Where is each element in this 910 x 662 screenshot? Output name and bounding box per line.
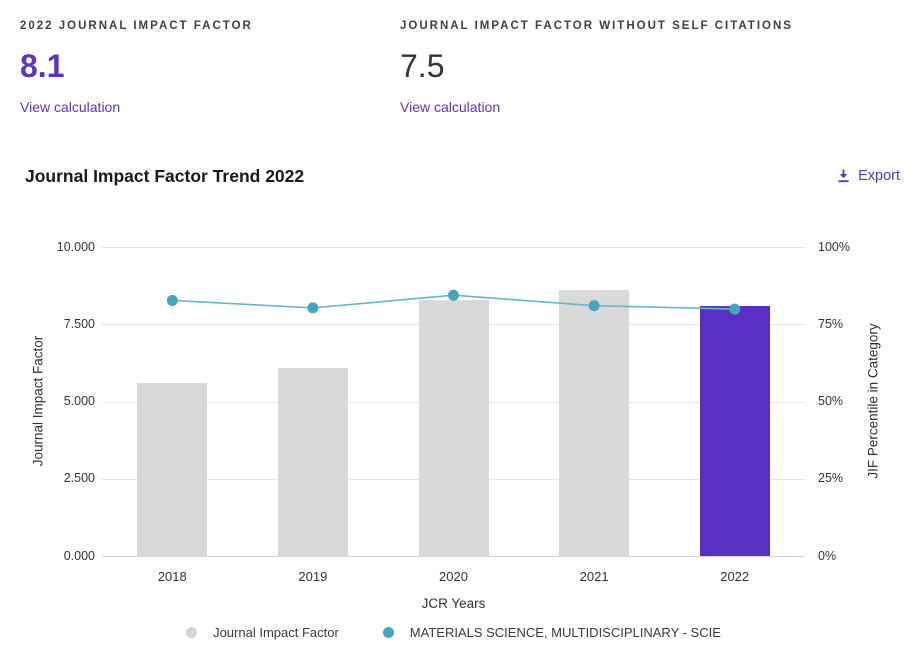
download-icon xyxy=(837,169,850,183)
stat-label: 2022 JOURNAL IMPACT FACTOR xyxy=(20,20,253,32)
right-axis-tick-label: 100% xyxy=(818,239,850,254)
export-button[interactable]: Export xyxy=(837,168,900,184)
legend-dot-gray xyxy=(186,627,198,638)
stat-value-jif: 8.1 xyxy=(20,48,65,84)
export-label: Export xyxy=(858,168,900,184)
stat-label: JOURNAL IMPACT FACTOR WITHOUT SELF CITAT… xyxy=(400,20,793,32)
stat-jif-without-self-citations: JOURNAL IMPACT FACTOR WITHOUT SELF CITAT… xyxy=(400,20,793,115)
line-point-2022[interactable] xyxy=(729,303,741,315)
right-axis-title: JIF Percentile in Category xyxy=(865,323,881,479)
stat-journal-impact-factor: 2022 JOURNAL IMPACT FACTOR 8.1 View calc… xyxy=(20,20,253,115)
right-axis-tick-label: 25% xyxy=(818,471,844,486)
chart-title: Journal Impact Factor Trend 2022 xyxy=(25,166,305,186)
x-axis-title: JCR Years xyxy=(421,596,486,611)
view-calculation-link[interactable]: View calculation xyxy=(20,99,121,115)
x-axis-line xyxy=(102,556,805,557)
line-point-2018[interactable] xyxy=(166,294,178,306)
x-tick-label-2018: 2018 xyxy=(157,569,187,584)
legend-label: Journal Impact Factor xyxy=(213,625,339,640)
left-axis-tick-label: 5.000 xyxy=(63,394,95,408)
gridline xyxy=(102,247,805,248)
right-axis-tick-label: 75% xyxy=(818,316,844,331)
line-point-2019[interactable] xyxy=(307,302,319,314)
left-axis-tick-label: 0.000 xyxy=(63,548,95,563)
legend-dot-teal xyxy=(382,627,394,638)
right-axis-tick-label: 50% xyxy=(818,394,844,408)
legend-item-jif[interactable]: Journal Impact Factor xyxy=(186,625,339,640)
left-axis-tick-label: 7.500 xyxy=(63,316,95,331)
left-axis-tick-label: 10.000 xyxy=(56,239,95,254)
right-axis-tick-label: 0% xyxy=(818,548,837,563)
chart-legend: Journal Impact Factor MATERIALS SCIENCE,… xyxy=(102,625,805,640)
line-point-2020[interactable] xyxy=(448,289,459,301)
stat-value-jif-no-self: 7.5 xyxy=(400,48,445,84)
x-tick-label-2020: 2020 xyxy=(439,569,468,584)
line-point-2021[interactable] xyxy=(588,300,600,312)
left-axis-tick-label: 2.500 xyxy=(63,471,95,486)
bar-2022[interactable] xyxy=(699,305,770,556)
x-tick-label-2021: 2021 xyxy=(579,569,609,584)
legend-item-category[interactable]: MATERIALS SCIENCE, MULTIDISCIPLINARY - S… xyxy=(382,625,721,640)
x-tick-label-2022: 2022 xyxy=(720,569,750,584)
bar-2018[interactable] xyxy=(137,382,208,556)
view-calculation-link[interactable]: View calculation xyxy=(400,99,501,115)
bar-2019[interactable] xyxy=(277,367,348,556)
bar-2021[interactable] xyxy=(559,290,630,556)
x-tick-label-2019: 2019 xyxy=(298,569,328,584)
left-axis-title: Journal Impact Factor xyxy=(30,335,46,467)
percentile-line-series xyxy=(166,289,741,315)
legend-label: MATERIALS SCIENCE, MULTIDISCIPLINARY - S… xyxy=(409,625,721,640)
bar-2020[interactable] xyxy=(418,299,489,556)
